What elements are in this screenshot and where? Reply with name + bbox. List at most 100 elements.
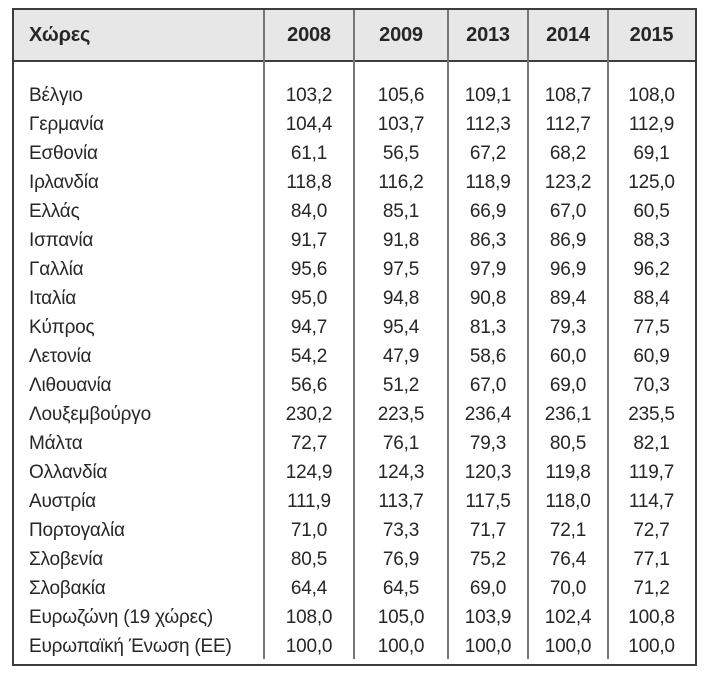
value-cell: 76,4 [549,549,587,570]
value-cell: 69,1 [633,143,670,164]
value-cell: 51,2 [382,375,420,396]
header-cell-2013: 2013 [466,23,510,46]
value-cell: 80,5 [549,433,587,454]
value-cell: 70,0 [549,578,587,599]
value-cell: 79,3 [469,433,507,454]
table-row: Ευρωπαϊκή Ένωση (ΕΕ) 100,0 100,0 100,0 100,0… [14,632,695,661]
value-cell: 96,2 [633,259,670,280]
table-row: Σλοβενία 80,5 76,9 75,2 76,4 77,1 [14,545,695,574]
value-cell: 75,2 [469,549,507,570]
table-row: Λετονία 54,2 47,9 58,6 60,0 60,9 [14,342,695,371]
column-divider [447,10,449,659]
value-cell: 95,0 [290,288,328,309]
table-row: Αυστρία 111,9 113,7 117,5 118,0 114,7 [14,487,695,516]
value-cell: 111,9 [287,491,331,512]
value-cell: 124,3 [377,462,425,483]
value-cell: 56,5 [382,143,420,164]
value-cell: 61,1 [290,143,328,164]
table-row: Ολλανδία 124,9 124,3 120,3 119,8 119,7 [14,458,695,487]
value-cell: 68,2 [549,143,587,164]
country-cell: Λετονία [29,346,92,367]
value-cell: 108,0 [285,607,333,628]
value-cell: 71,2 [633,578,670,599]
header-cell-2014: 2014 [546,23,590,46]
value-cell: 108,0 [628,85,675,106]
country-cell: Εσθονία [29,143,98,164]
value-cell: 58,6 [469,346,507,367]
value-cell: 100,0 [285,636,333,657]
table-row: Γερμανία 104,4 103,7 112,3 112,7 112,9 [14,110,695,139]
value-cell: 84,0 [290,201,328,222]
value-cell: 119,8 [545,462,591,483]
value-cell: 100,0 [628,636,675,657]
value-cell: 76,9 [382,549,420,570]
value-cell: 91,7 [290,230,328,251]
value-cell: 112,7 [545,114,591,135]
value-cell: 60,5 [633,201,670,222]
country-cell: Ισπανία [29,230,94,251]
value-cell: 118,8 [286,172,332,193]
value-cell: 70,3 [633,375,670,396]
value-cell: 72,7 [290,433,328,454]
value-cell: 72,7 [633,520,670,541]
value-cell: 94,7 [290,317,328,338]
value-cell: 108,7 [544,85,592,106]
value-cell: 105,6 [377,85,425,106]
value-cell: 103,2 [285,85,333,106]
value-cell: 89,4 [549,288,587,309]
value-cell: 88,3 [633,230,670,251]
table-row: Γαλλία 95,6 97,5 97,9 96,9 96,2 [14,255,695,284]
value-cell: 112,9 [628,114,675,135]
value-cell: 124,9 [285,462,333,483]
value-cell: 95,6 [290,259,328,280]
value-cell: 120,3 [464,462,512,483]
value-cell: 97,5 [382,259,420,280]
value-cell: 109,1 [464,85,512,106]
country-cell: Γαλλία [29,259,84,280]
country-cell: Λουξεμβούργο [29,404,151,425]
column-divider [527,10,529,659]
value-cell: 60,9 [633,346,670,367]
header-cell-2009: 2009 [379,23,423,46]
value-cell: 60,0 [549,346,587,367]
country-cell: Σλοβενία [29,549,104,570]
value-cell: 90,8 [469,288,507,309]
country-cell: Ιρλανδία [29,172,99,193]
country-cell: Λιθουανία [29,375,112,396]
value-cell: 67,0 [549,201,587,222]
value-cell: 119,7 [628,462,675,483]
value-cell: 113,7 [378,491,424,512]
value-cell: 100,8 [628,607,675,628]
value-cell: 66,9 [469,201,507,222]
value-cell: 69,0 [549,375,587,396]
header-cell-country: Χώρες [29,23,91,46]
value-cell: 118,0 [545,491,591,512]
value-cell: 86,3 [469,230,507,251]
table-row: Σλοβακία 64,4 64,5 69,0 70,0 71,2 [14,574,695,603]
value-cell: 64,5 [382,578,420,599]
table-row: Ισπανία 91,7 91,8 86,3 86,9 88,3 [14,226,695,255]
column-divider [353,10,355,659]
table-row: Εσθονία 61,1 56,5 67,2 68,2 69,1 [14,139,695,168]
country-cell: Ολλανδία [29,462,108,483]
value-cell: 91,8 [382,230,420,251]
value-cell: 100,0 [377,636,425,657]
value-cell: 67,0 [469,375,507,396]
table-row: Λουξεμβούργο 230,2 223,5 236,4 236,1 235,5 [14,400,695,429]
value-cell: 118,9 [465,172,511,193]
value-cell: 114,7 [628,491,675,512]
value-cell: 81,3 [469,317,507,338]
country-cell: Πορτογαλία [29,520,125,541]
value-cell: 88,4 [633,288,670,309]
value-cell: 123,2 [544,172,592,193]
table-row: Ιταλία 95,0 94,8 90,8 89,4 88,4 [14,284,695,313]
country-cell: Ευρωπαϊκή Ένωση (ΕΕ) [29,636,232,657]
country-cell: Σλοβακία [29,578,106,599]
value-cell: 64,4 [290,578,328,599]
country-cell: Βέλγιο [29,85,83,106]
value-cell: 100,0 [464,636,512,657]
table-row: Ελλάς 84,0 85,1 66,9 67,0 60,5 [14,197,695,226]
value-cell: 77,5 [633,317,670,338]
value-cell: 71,7 [469,520,507,541]
value-cell: 79,3 [549,317,587,338]
